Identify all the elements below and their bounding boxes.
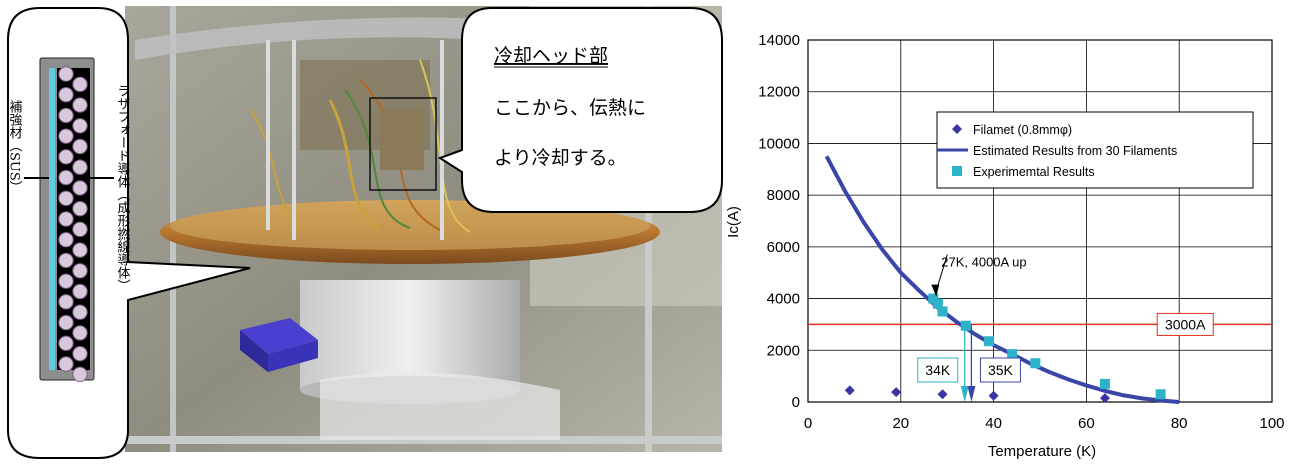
callout-title: 冷却ヘッド部 (494, 45, 608, 67)
x-axis-ticks: 0 20 40 60 80 100 (804, 415, 1285, 432)
conductor-cross-section (39, 57, 95, 383)
marker-34k-box (917, 357, 959, 383)
conductor-strand (72, 97, 88, 113)
experimental-point (983, 336, 994, 347)
x-tick-label: 80 (1171, 415, 1188, 432)
conductor-strand (72, 76, 88, 93)
conductor-strand (58, 169, 74, 186)
conductor-strands (58, 66, 88, 383)
chart-grid (807, 39, 1273, 403)
experimental-point (1155, 389, 1166, 400)
legend-filament-diamond-icon (952, 124, 962, 134)
up-annotation-arrowhead (931, 284, 940, 297)
reference-line-3000a: 3000A (808, 312, 1272, 336)
experimental-point (928, 293, 939, 304)
conductor-strand (72, 263, 88, 279)
x-axis-label: Temperature (K) (988, 443, 1096, 460)
marker-34k-arrowhead (960, 386, 969, 402)
conductor-strand (58, 356, 74, 372)
marker-35k-arrowhead (967, 386, 976, 402)
plot-frame (807, 39, 1273, 403)
legend-experimental-label: Experimemtal Results (973, 165, 1095, 179)
conductor-strand (58, 335, 74, 351)
conductor-strand (72, 304, 88, 320)
y-axis-ticks: 0 2000 4000 6000 8000 10000 12000 14000 (758, 32, 800, 411)
experimental-point (932, 298, 943, 309)
conductor-strand (72, 345, 88, 362)
conductor-strand (72, 366, 88, 383)
series-layer (824, 155, 1180, 404)
callout-line-2: ここから、伝熱に (494, 97, 646, 119)
conductor-strand (72, 200, 88, 217)
x-tick-label: 0 (804, 415, 812, 432)
filament-point (891, 387, 902, 398)
filament-point (1099, 393, 1110, 404)
experimental-point (937, 306, 948, 317)
y-tick-label: 12000 (758, 84, 800, 101)
conductor-strand (58, 128, 74, 144)
legend: Filamet (0.8mmφ) Estimated Results from … (936, 111, 1254, 189)
y-tick-label: 6000 (767, 239, 800, 256)
filament-point (988, 390, 999, 401)
x-tick-label: 60 (1078, 415, 1095, 432)
conductor-strand (58, 232, 74, 248)
conductor-strand (72, 283, 88, 300)
legend-estimated-label: Estimated Results from 30 Filaments (973, 144, 1177, 158)
conductor-strand (58, 294, 74, 310)
conductor-strand (58, 107, 74, 124)
conductor-strand (58, 87, 74, 103)
y-tick-label: 8000 (767, 187, 800, 204)
marker-34k-label: 34K (925, 362, 951, 378)
filament-point (844, 385, 855, 396)
conductor-strand (58, 66, 74, 82)
chart-panel: 0 2000 4000 6000 8000 10000 12000 14000 0 20 40 60… (725, 32, 1285, 460)
experimental-point (960, 320, 971, 331)
x-tick-label: 20 (892, 415, 909, 432)
experimental-point (1030, 358, 1041, 369)
conductor-strand (72, 138, 88, 155)
experimental-point (1099, 378, 1110, 389)
conductor-strand (72, 325, 88, 341)
conductor-strand (72, 118, 88, 134)
y-tick-label: 14000 (758, 32, 800, 49)
estimated-curve (824, 155, 1180, 404)
conductor-strand (58, 314, 74, 331)
callout-line-3: より冷却する。 (494, 147, 627, 169)
reference-line-label-box (1156, 312, 1214, 336)
cross-section-bubble: 補強材（SUS） ラザフォード導体（成形撚線導体） (7, 7, 251, 459)
marker-35k-box (979, 357, 1021, 383)
conductor-strand (72, 180, 88, 196)
reinforcement-label: 補強材（SUS） (7, 100, 23, 194)
conductor-strand (72, 159, 88, 175)
cooling-head-callout: 冷却ヘッド部 ここから、伝熱に より冷却する。 (437, 7, 723, 213)
conductor-strand (72, 221, 88, 238)
temperature-markers: 34K 35K (917, 324, 1021, 402)
up-annotation-text: 27K, 4000A up (941, 255, 1026, 270)
reference-line-label: 3000A (1165, 316, 1206, 332)
filament-point (937, 389, 948, 400)
up-annotation: 27K, 4000A up (931, 254, 1027, 297)
y-tick-label: 10000 (758, 135, 800, 152)
legend-experimental-square-icon (952, 166, 962, 176)
conductor-strand (72, 242, 88, 258)
experimental-point (1007, 349, 1018, 360)
y-tick-label: 4000 (767, 291, 800, 308)
conductor-strand (58, 252, 74, 269)
x-tick-label: 40 (985, 415, 1002, 432)
legend-filament-label: Filamet (0.8mmφ) (973, 123, 1072, 137)
photo-panel: 補強材（SUS） ラザフォード導体（成形撚線導体） 冷却ヘッド部 ここから、伝熱… (7, 6, 723, 459)
y-tick-label: 2000 (767, 342, 800, 359)
conductor-strand (58, 211, 74, 227)
conductor-strand (58, 149, 74, 165)
conductor-strand (58, 273, 74, 289)
x-tick-label: 100 (1259, 415, 1284, 432)
y-tick-label: 0 (792, 394, 800, 411)
y-axis-label: Ic(A) (725, 206, 742, 238)
marker-35k-label: 35K (988, 362, 1014, 378)
conductor-strand (58, 190, 74, 206)
conductor-label: ラザフォード導体（成形撚線導体） (115, 84, 131, 292)
